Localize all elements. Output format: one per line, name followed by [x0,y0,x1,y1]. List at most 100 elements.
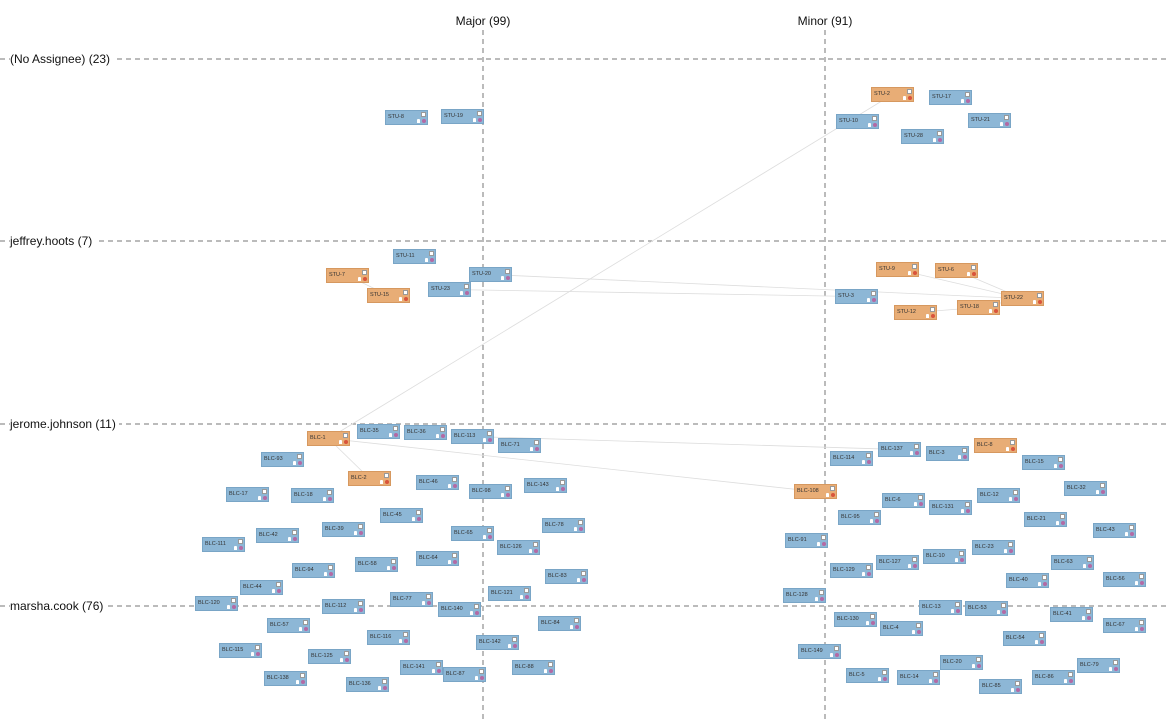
issue-card[interactable]: BLC-63 [1051,555,1094,570]
issue-card[interactable]: BLC-23 [972,540,1015,555]
issue-card[interactable]: BLC-32 [1064,481,1107,496]
issue-card[interactable]: STU-22 [1001,291,1044,306]
issue-card[interactable]: BLC-91 [785,533,828,548]
issue-card[interactable]: BLC-126 [497,540,540,555]
issue-card[interactable]: BLC-2 [348,471,391,486]
issue-card[interactable]: BLC-65 [451,526,494,541]
issue-card[interactable]: STU-12 [894,305,937,320]
issue-card[interactable]: BLC-131 [929,500,972,515]
issue-card[interactable]: BLC-12 [977,488,1020,503]
issue-card[interactable]: BLC-13 [919,600,962,615]
issue-card[interactable]: BLC-141 [400,660,443,675]
issue-card[interactable]: BLC-56 [1103,572,1146,587]
issue-card[interactable]: STU-7 [326,268,369,283]
issue-card[interactable]: BLC-83 [545,569,588,584]
issue-card[interactable]: STU-17 [929,90,972,105]
issue-card[interactable]: STU-3 [835,289,878,304]
issue-card[interactable]: STU-15 [367,288,410,303]
issue-card[interactable]: STU-28 [901,129,944,144]
issue-card[interactable]: STU-10 [836,114,879,129]
issue-card[interactable]: BLC-71 [498,438,541,453]
issue-card[interactable]: BLC-88 [512,660,555,675]
issue-card[interactable]: BLC-40 [1006,573,1049,588]
issue-card[interactable]: BLC-143 [524,478,567,493]
issue-card[interactable]: BLC-138 [264,671,307,686]
issue-card[interactable]: BLC-140 [438,602,481,617]
issue-card[interactable]: BLC-18 [291,488,334,503]
issue-card[interactable]: STU-11 [393,249,436,264]
issue-card[interactable]: BLC-4 [880,621,923,636]
issue-card[interactable]: BLC-8 [974,438,1017,453]
issue-card[interactable]: BLC-41 [1050,607,1093,622]
issue-card[interactable]: BLC-94 [292,563,335,578]
issue-card[interactable]: STU-9 [876,262,919,277]
issue-card[interactable]: BLC-114 [830,451,873,466]
issue-card[interactable]: BLC-113 [451,429,494,444]
issue-card[interactable]: BLC-14 [897,670,940,685]
issue-card[interactable]: BLC-127 [876,555,919,570]
issue-card[interactable]: BLC-84 [538,616,581,631]
issue-card[interactable]: BLC-115 [219,643,262,658]
issue-card[interactable]: BLC-10 [923,549,966,564]
issue-card[interactable]: BLC-142 [476,635,519,650]
issue-card[interactable]: STU-20 [469,267,512,282]
issue-card[interactable]: BLC-93 [261,452,304,467]
issue-card[interactable]: BLC-67 [1103,618,1146,633]
issue-card[interactable]: BLC-79 [1077,658,1120,673]
issue-card[interactable]: BLC-128 [783,588,826,603]
issue-card[interactable]: STU-2 [871,87,914,102]
issue-card[interactable]: BLC-44 [240,580,283,595]
issue-card[interactable]: BLC-58 [355,557,398,572]
issue-card[interactable]: BLC-1 [307,431,350,446]
issue-card[interactable]: STU-6 [935,263,978,278]
issue-card[interactable]: BLC-136 [346,677,389,692]
issue-card[interactable]: BLC-39 [322,522,365,537]
issue-card[interactable]: BLC-77 [390,592,433,607]
issue-card[interactable]: BLC-53 [965,601,1008,616]
issue-card[interactable]: BLC-130 [834,612,877,627]
issue-card[interactable]: BLC-87 [443,667,486,682]
issue-card[interactable]: STU-19 [441,109,484,124]
issue-card[interactable]: BLC-57 [267,618,310,633]
user-icon [501,493,504,497]
issue-card[interactable]: BLC-120 [195,596,238,611]
issue-card[interactable]: BLC-6 [882,493,925,508]
attachment-icon [327,490,332,495]
issue-card[interactable]: BLC-129 [830,563,873,578]
issue-card[interactable]: BLC-15 [1022,455,1065,470]
issue-card[interactable]: BLC-54 [1003,631,1046,646]
issue-card[interactable]: BLC-149 [798,644,841,659]
attachment-icon [1001,603,1006,608]
issue-card[interactable]: BLC-45 [380,508,423,523]
issue-card[interactable]: BLC-116 [367,630,410,645]
issue-card[interactable]: BLC-35 [357,424,400,439]
issue-card[interactable]: STU-21 [968,113,1011,128]
issue-card[interactable]: BLC-36 [404,425,447,440]
issue-card[interactable]: BLC-64 [416,551,459,566]
issue-card[interactable]: BLC-98 [469,484,512,499]
issue-card[interactable]: BLC-85 [979,679,1022,694]
issue-card[interactable]: BLC-5 [846,668,889,683]
issue-card[interactable]: BLC-3 [926,446,969,461]
issue-card[interactable]: STU-23 [428,282,471,297]
issue-card[interactable]: BLC-112 [322,599,365,614]
issue-card[interactable]: BLC-20 [940,655,983,670]
issue-card[interactable]: STU-8 [385,110,428,125]
attachment-icon [474,604,479,609]
issue-card[interactable]: BLC-43 [1093,523,1136,538]
issue-card[interactable]: BLC-21 [1024,512,1067,527]
issue-card[interactable]: BLC-46 [416,475,459,490]
issue-card[interactable]: BLC-125 [308,649,351,664]
priority-icon [478,118,482,122]
priority-icon [582,578,586,582]
issue-card[interactable]: BLC-95 [838,510,881,525]
issue-card[interactable]: STU-18 [957,300,1000,315]
issue-card[interactable]: BLC-78 [542,518,585,533]
issue-card[interactable]: BLC-108 [794,484,837,499]
issue-card[interactable]: BLC-42 [256,528,299,543]
issue-card[interactable]: BLC-17 [226,487,269,502]
issue-card[interactable]: BLC-137 [878,442,921,457]
issue-card[interactable]: BLC-111 [202,537,245,552]
issue-card[interactable]: BLC-121 [488,586,531,601]
issue-card[interactable]: BLC-86 [1032,670,1075,685]
